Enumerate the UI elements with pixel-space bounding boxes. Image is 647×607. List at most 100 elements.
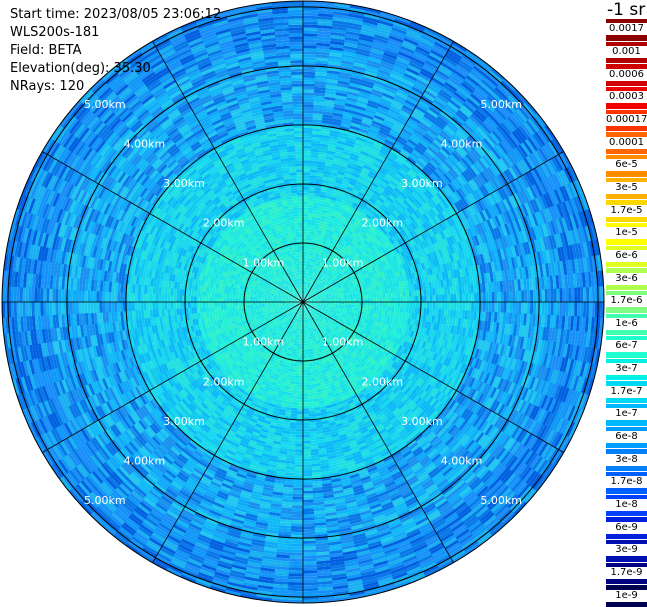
ppi-cell xyxy=(336,319,340,323)
ppi-cell xyxy=(391,302,395,307)
ppi-cell xyxy=(316,307,320,310)
ppi-cell xyxy=(302,381,308,385)
ppi-cell xyxy=(320,335,324,339)
ppi-cell xyxy=(344,297,348,300)
ppi-cell xyxy=(263,313,268,317)
ppi-cell xyxy=(248,287,252,291)
ppi-cell xyxy=(281,311,286,314)
ppi-cell xyxy=(311,326,314,331)
ppi-cell xyxy=(297,300,301,302)
ppi-cell xyxy=(304,297,307,300)
ppi-cell xyxy=(352,291,356,295)
ppi-cell xyxy=(379,302,383,307)
ppi-cell xyxy=(286,308,290,310)
ppi-cell xyxy=(268,284,272,288)
ppi-cell xyxy=(282,305,286,308)
ppi-cell xyxy=(320,290,325,293)
ppi-cell xyxy=(301,296,303,300)
ppi-cell xyxy=(364,295,368,299)
ppi-cell xyxy=(338,285,342,289)
ppi-cell xyxy=(280,286,284,290)
ppi-cell xyxy=(310,320,313,325)
ppi-cell xyxy=(309,315,311,319)
ppi-cell xyxy=(298,303,301,306)
ppi-cell xyxy=(270,305,274,308)
ppi-cell xyxy=(314,299,318,301)
ppi-cell xyxy=(335,302,339,304)
ppi-cell xyxy=(301,310,303,314)
ppi-cell xyxy=(267,296,271,299)
ppi-cell xyxy=(351,279,356,284)
ppi-cell xyxy=(270,270,274,275)
ppi-cell xyxy=(340,345,345,351)
ppi-cell xyxy=(313,306,317,309)
ppi-cell xyxy=(291,308,294,312)
ppi-cell xyxy=(319,295,323,298)
ppi-cell xyxy=(290,356,295,361)
ppi-cell xyxy=(301,334,303,338)
ppi-cell xyxy=(303,251,306,255)
ppi-cell xyxy=(309,267,313,271)
ppi-cell xyxy=(193,301,197,308)
ppi-cell xyxy=(305,243,310,247)
ppi-cell xyxy=(293,317,296,321)
ppi-cell xyxy=(348,320,353,324)
ppi-cell xyxy=(294,351,298,355)
ppi-cell xyxy=(304,322,306,326)
ppi-cell xyxy=(294,378,299,382)
ppi-cell xyxy=(307,305,310,308)
ppi-cell xyxy=(294,298,298,300)
ppi-cell xyxy=(229,305,233,310)
ppi-cell xyxy=(385,302,389,307)
ppi-cell xyxy=(303,231,307,235)
ppi-cell xyxy=(300,293,302,297)
ppi-cell xyxy=(299,322,301,326)
ppi-cell xyxy=(294,321,297,325)
ppi-cell xyxy=(288,208,294,212)
ppi-cell xyxy=(302,355,306,359)
ppi-cell xyxy=(297,291,300,295)
ppi-cell xyxy=(300,337,303,341)
ppi-cell xyxy=(244,304,248,309)
ppi-cell xyxy=(308,201,314,206)
ppi-cell xyxy=(308,249,312,253)
ppi-cell xyxy=(287,321,291,325)
ppi-cell xyxy=(289,318,292,322)
ppi-cell xyxy=(339,289,343,293)
ppi-cell xyxy=(278,279,283,283)
ppi-cell xyxy=(353,284,358,289)
ppi-cell xyxy=(319,288,323,291)
ppi-cell xyxy=(414,290,418,297)
ppi-cell xyxy=(303,207,309,211)
ppi-cell xyxy=(320,302,324,305)
ppi-cell xyxy=(301,263,304,267)
ppi-cell xyxy=(275,327,280,331)
ppi-cell xyxy=(323,303,327,305)
ppi-cell xyxy=(290,326,294,330)
ppi-cell xyxy=(314,303,318,306)
ppi-cell xyxy=(295,264,298,268)
ppi-cell xyxy=(313,329,317,333)
ppi-cell xyxy=(304,307,306,311)
ppi-cell xyxy=(329,263,333,268)
ppi-cell xyxy=(298,219,304,223)
ppi-cell xyxy=(309,258,313,262)
ppi-cell xyxy=(307,278,310,283)
ppi-cell xyxy=(285,277,289,281)
ppi-cell xyxy=(313,325,317,329)
ppi-cell xyxy=(312,274,316,278)
ppi-cell xyxy=(274,310,279,313)
ppi-cell xyxy=(381,310,386,316)
ppi-cell xyxy=(269,333,274,338)
ppi-cell xyxy=(317,310,321,314)
ppi-cell xyxy=(335,349,340,354)
ppi-cell xyxy=(289,383,295,388)
ppi-cell xyxy=(309,282,312,286)
ppi-cell xyxy=(335,303,339,306)
ppi-cell xyxy=(314,286,318,290)
ppi-cell xyxy=(291,341,295,346)
ppi-cell xyxy=(409,296,413,303)
ppi-cell xyxy=(288,305,292,307)
ppi-cell xyxy=(298,298,301,301)
ppi-cell xyxy=(289,295,293,298)
